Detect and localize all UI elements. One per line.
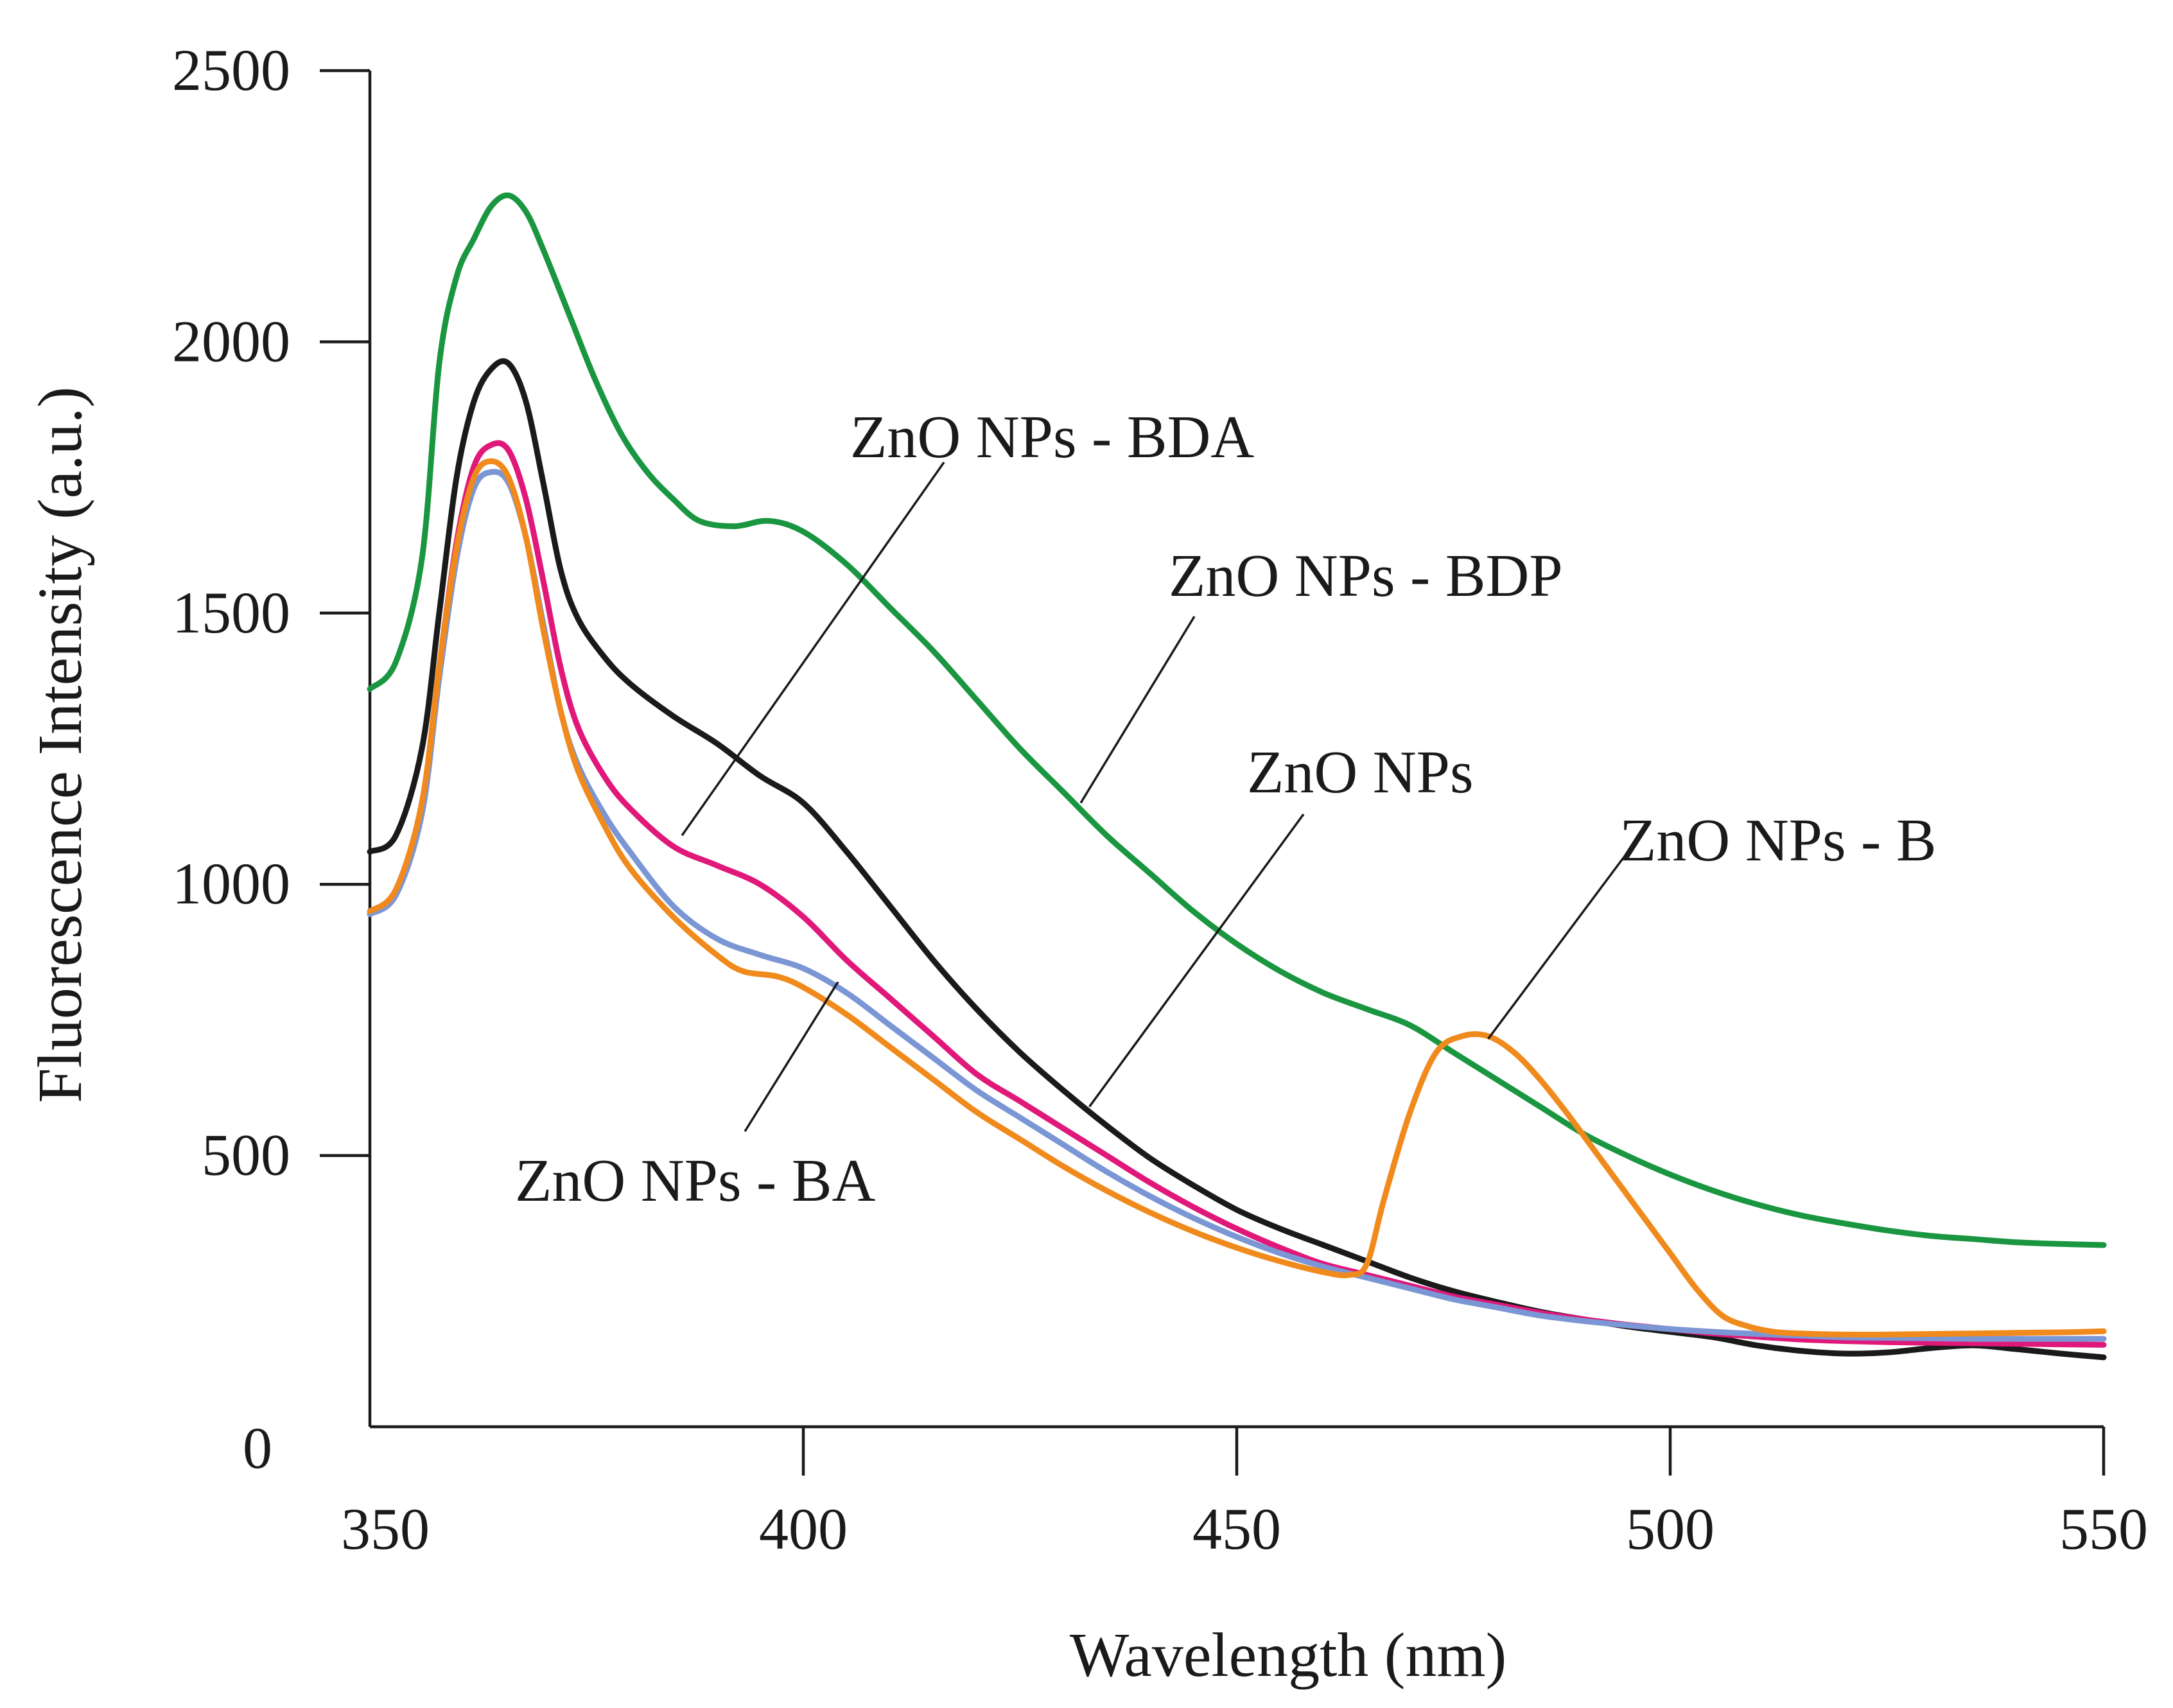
annotation-label-zno-nps-bdp: ZnO NPs - BDP (1169, 543, 1563, 609)
y-tick-label-1000: 1000 (172, 851, 290, 916)
annotation-label-zno-nps-ba: ZnO NPs - BA (515, 1147, 876, 1214)
x-tick-label-400: 400 (759, 1496, 848, 1562)
x-tick-label-450: 450 (1192, 1496, 1281, 1562)
y-tick-label-2000: 2000 (172, 308, 290, 374)
annotation-label-zno-nps-bda: ZnO NPs - BDA (850, 404, 1254, 471)
x-tick-label-500: 500 (1626, 1496, 1715, 1562)
leader-line-zno-nps-bda (681, 461, 945, 837)
y-tick-label-500: 500 (202, 1122, 290, 1188)
series-line-zno-nps (367, 358, 2107, 1361)
series-line-zno-nps-b (367, 458, 2107, 1338)
annotation-labels: ZnO NPs - BDA ZnO NPs - BDP ZnO NPs ZnO NPs… (515, 404, 1937, 1214)
leader-line-zno-nps-ba (744, 981, 839, 1132)
y-tick-label-0: 0 (243, 1415, 272, 1481)
x-axis-label: Wavelength (nm) (1070, 1621, 1507, 1690)
ticks: 0 500 1000 1500 2000 2500 350 400 450 500 550 (172, 37, 2148, 1562)
annotation-label-zno-nps-b: ZnO NPs - B (1619, 807, 1937, 874)
x-tick-label-550: 550 (2059, 1496, 2148, 1562)
y-tick-label-1500: 1500 (172, 580, 290, 645)
leader-line-zno-nps-bdp (1079, 616, 1196, 804)
annotation-label-zno-nps: ZnO NPs (1247, 739, 1474, 806)
series (367, 192, 2107, 1361)
x-tick-label-350: 350 (341, 1496, 430, 1562)
y-axis-label: Fluorescence Intensity (a.u.) (26, 387, 95, 1103)
leader-line-zno-nps-b (1487, 857, 1625, 1040)
y-tick-label-2500: 2500 (172, 37, 290, 103)
annotation-leaders (681, 461, 1625, 1132)
series-line-zno-nps-bdp (367, 192, 2107, 1248)
leader-line-zno-nps (1088, 813, 1305, 1108)
